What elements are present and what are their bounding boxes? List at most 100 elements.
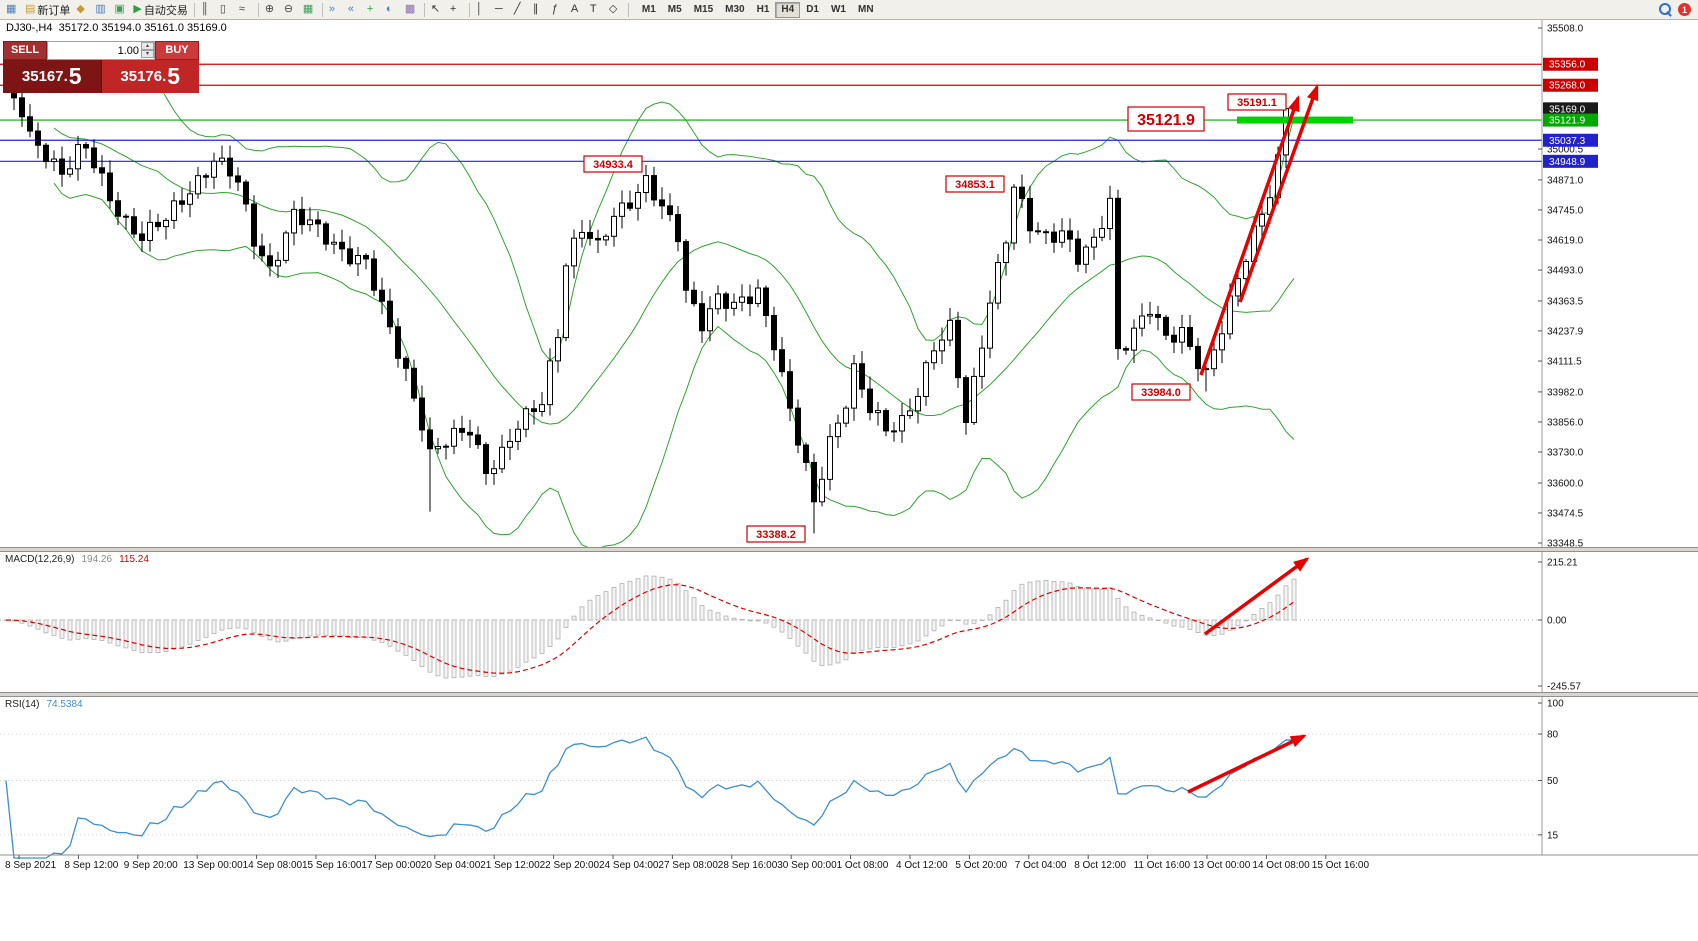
trade-panel-controls: SELL ▴ ▾ BUY (3, 41, 199, 60)
timeframe-m1-button[interactable]: M1 (636, 2, 662, 18)
new-order-button[interactable]: ▤ 新订单 (22, 1, 73, 18)
data-window-icon: ▣ (114, 3, 125, 15)
price-label-annotation[interactable]: 35191.1 (1227, 93, 1287, 111)
timeframe-d1-button[interactable]: D1 (800, 2, 825, 18)
price-label-annotation[interactable]: 34853.1 (945, 175, 1005, 193)
price-tick-label: 33730.0 (1547, 448, 1584, 459)
label-icon: T (589, 3, 597, 15)
cursor-button[interactable]: ↖ (428, 1, 447, 18)
trade-panel-prices: 35167. 5 35176. 5 (3, 60, 199, 93)
lot-increase-button[interactable]: ▴ (141, 42, 154, 50)
time-axis-label: 11 Oct 16:00 (1134, 860, 1191, 871)
text-button[interactable]: A (568, 1, 587, 18)
timeframe-m5-button[interactable]: M5 (662, 2, 688, 18)
bollinger-upper-band (53, 72, 1295, 361)
price-tick-label: 33600.0 (1547, 479, 1584, 490)
sell-price-main: 35167. (21, 68, 68, 85)
price-label-annotation[interactable]: 33984.0 (1131, 383, 1191, 401)
macd-title: MACD(12,26,9) 194.26 115.24 (5, 554, 149, 565)
time-axis-label: 14 Oct 08:00 (1252, 860, 1310, 871)
price-label-annotation[interactable]: 33388.2 (746, 525, 806, 543)
one-click-trading-panel: SELL ▴ ▾ BUY 35167.5 35176.5 (3, 41, 199, 93)
time-axis-label: 15 Oct 16:00 (1312, 860, 1370, 871)
templates-button[interactable]: ▩ (402, 1, 421, 18)
notification-badge[interactable]: 1 (1678, 3, 1691, 16)
panel-separator[interactable] (0, 692, 1698, 697)
fibonacci-button[interactable]: ƒ (549, 1, 568, 18)
line-chart-icon: ≈ (238, 3, 245, 15)
zoom-in-button[interactable]: ⊕ (262, 1, 281, 18)
rsi-axis-label: 50 (1547, 776, 1559, 787)
layouts-button[interactable]: ◆ (73, 1, 92, 18)
zoom-out-button[interactable]: ⊖ (281, 1, 300, 18)
channel-button[interactable]: ∥ (530, 1, 549, 18)
trend-arrow[interactable] (1203, 557, 1310, 636)
support-zone-rect[interactable] (1237, 116, 1353, 124)
timeframe-mn-button[interactable]: MN (852, 2, 880, 18)
macd-axis-label: 0.00 (1547, 616, 1567, 627)
vertical-line-button[interactable]: │ (473, 1, 492, 18)
time-axis-label: 20 Sep 04:00 (421, 860, 481, 871)
data-window-button[interactable]: ▣ (111, 1, 130, 18)
new-chart-button[interactable]: ▦ (3, 1, 22, 18)
time-axis-label: 13 Sep 00:00 (183, 860, 243, 871)
price-label-annotation[interactable]: 34933.4 (583, 155, 643, 173)
sell-button[interactable]: SELL (3, 41, 47, 60)
price-tick-label: 35508.0 (1547, 24, 1584, 35)
sell-price-display[interactable]: 35167. 5 (3, 60, 102, 93)
timeframe-m15-button[interactable]: M15 (688, 2, 719, 18)
macd-signal-value: 115.24 (119, 554, 149, 565)
candlestick-chart-button[interactable]: ▯ (217, 1, 236, 18)
buy-button[interactable]: BUY (155, 41, 199, 60)
price-label-annotation[interactable]: 35121.9 (1127, 106, 1205, 132)
periods-button[interactable]: ◐ (383, 1, 402, 18)
chart-shift-button[interactable]: « (345, 1, 364, 18)
label-button[interactable]: T (587, 1, 606, 18)
timeframe-w1-button[interactable]: W1 (825, 2, 852, 18)
time-axis-label: 7 Oct 04:00 (1015, 860, 1067, 871)
price-tick-label: 34745.0 (1547, 205, 1584, 216)
svg-text:33388.2: 33388.2 (756, 529, 796, 541)
search-icon[interactable] (1659, 2, 1672, 17)
svg-text:34853.1: 34853.1 (955, 179, 995, 191)
indicators-button[interactable]: + (364, 1, 383, 18)
price-tag-label: 34948.9 (1549, 157, 1586, 168)
timeframe-m30-button[interactable]: M30 (719, 2, 750, 18)
tile-windows-button[interactable]: ▦ (300, 1, 319, 18)
macd-histogram (3, 575, 1297, 679)
time-axis-label: 17 Sep 00:00 (361, 860, 421, 871)
shapes-button[interactable]: ◇ (606, 1, 625, 18)
toolbar-buttons: ▦ ▤ 新订单 ◆ ▥ ▣ ▶ 自动交易 ║ ▯ ≈ ⊕ ⊖ ▦» «+ ◐ ▩ ↖ + │ ─ ╱ ∥ ƒ A T ◇ (3, 1, 632, 18)
line-chart-button[interactable]: ≈ (236, 1, 255, 18)
autotrading-button[interactable]: ▶ 自动交易 (130, 1, 190, 18)
market-watch-button[interactable]: ▥ (92, 1, 111, 18)
auto-scroll-button[interactable]: » (326, 1, 345, 18)
ohlc-bars-button[interactable]: ║ (198, 1, 217, 18)
lot-decrease-button[interactable]: ▾ (141, 50, 154, 58)
lot-size-input[interactable] (48, 42, 141, 59)
trend-arrow[interactable] (1238, 84, 1319, 303)
trend-arrow[interactable] (1199, 95, 1300, 376)
price-tick-label: 33474.5 (1547, 508, 1584, 519)
horizontal-line-button[interactable]: ─ (492, 1, 511, 18)
rsi-title: RSI(14) 74.5384 (5, 699, 83, 710)
channel-icon: ∥ (532, 3, 539, 15)
panel-separator[interactable] (0, 547, 1698, 552)
sell-price-big-digit: 5 (68, 63, 82, 89)
candlestick-series (3, 75, 1297, 534)
time-axis-label: 24 Sep 04:00 (599, 860, 659, 871)
bollinger-lower-band (53, 182, 1295, 549)
new-chart-icon: ▦ (6, 3, 17, 15)
text-icon: A (570, 3, 579, 15)
zoom-out-icon: ⊖ (283, 3, 294, 15)
trend-arrow[interactable] (1187, 734, 1307, 794)
time-axis-label: 8 Oct 12:00 (1074, 860, 1126, 871)
timeframe-h4-button[interactable]: H4 (775, 1, 801, 18)
trendline-button[interactable]: ╱ (511, 1, 530, 18)
crosshair-button[interactable]: + (447, 1, 466, 18)
price-tick-label: 35000.5 (1547, 145, 1584, 156)
buy-price-display[interactable]: 35176. 5 (101, 60, 199, 93)
timeframe-h1-button[interactable]: H1 (751, 2, 776, 18)
toolbar-separator (257, 2, 259, 17)
